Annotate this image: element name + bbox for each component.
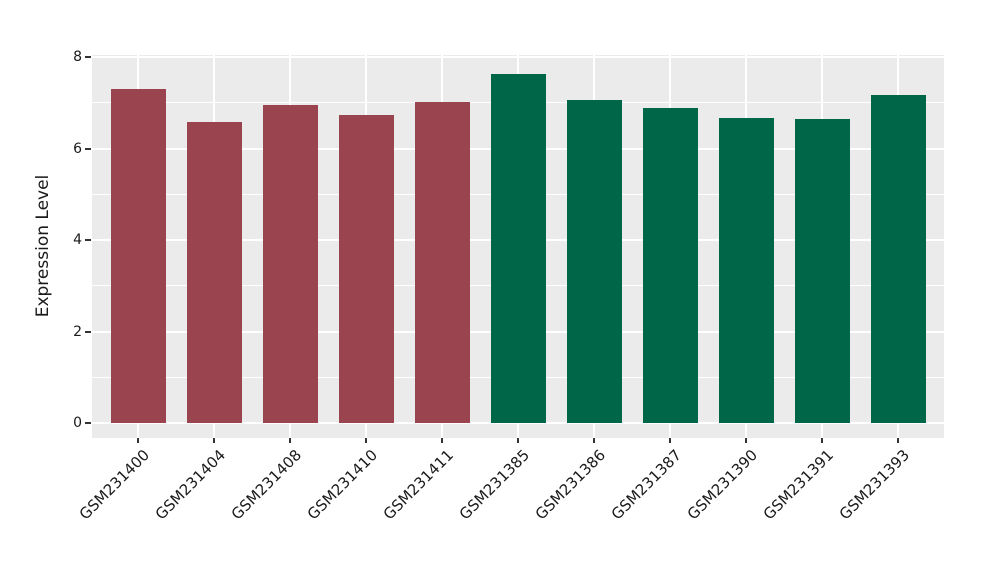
plot-panel (92, 55, 944, 438)
x-tick-label-text: GSM231410 (303, 446, 381, 524)
y-tick-label-0: 0 (73, 415, 82, 431)
bar-GSM231408 (262, 105, 318, 423)
x-tick-label-text: GSM231390 (683, 446, 761, 524)
x-tick-mark (365, 438, 367, 443)
y-tick-label-4: 4 (73, 232, 82, 248)
bar-GSM231410 (338, 114, 394, 423)
y-tick-mark (85, 239, 91, 241)
bar-GSM231387 (642, 107, 698, 423)
x-tick-label-text: GSM231391 (759, 446, 837, 524)
y-tick-mark (85, 330, 91, 333)
x-tick-mark (213, 438, 215, 443)
x-tick-label-text: GSM231385 (455, 446, 533, 524)
bar-GSM231391 (794, 119, 850, 423)
x-tick-label-text: GSM231400 (75, 446, 153, 524)
x-tick-mark (745, 438, 747, 443)
bar-GSM231400 (110, 88, 166, 423)
bar-GSM231411 (414, 101, 470, 423)
y-tick-label-2: 2 (73, 323, 82, 340)
y-tick-mark (85, 147, 91, 150)
bar-GSM231385 (490, 73, 546, 423)
x-tick-mark (593, 438, 595, 443)
x-tick-label-text: GSM231393 (835, 446, 913, 524)
x-tick-mark (137, 438, 139, 443)
x-tick-label-text: GSM231404 (151, 446, 229, 524)
x-tick-label-text: GSM231411 (379, 446, 457, 524)
bar-GSM231404 (186, 121, 242, 423)
x-tick-label-text: GSM231387 (607, 446, 685, 524)
y-tick-label-6: 6 (73, 140, 82, 157)
x-tick-mark (289, 438, 291, 443)
y-tick-label-8: 8 (73, 49, 82, 65)
bar-GSM231386 (566, 100, 622, 423)
y-tick-mark (85, 422, 91, 424)
x-tick-mark (821, 438, 823, 443)
bar-GSM231393 (870, 94, 926, 423)
x-tick-mark (441, 438, 443, 443)
x-tick-mark (897, 438, 899, 443)
x-tick-mark (669, 438, 671, 443)
y-tick-mark (85, 56, 91, 58)
bar-GSM231390 (718, 117, 774, 423)
x-tick-mark (517, 438, 519, 443)
x-tick-label-text: GSM231408 (227, 446, 305, 524)
x-tick-label-text: GSM231386 (531, 446, 609, 524)
